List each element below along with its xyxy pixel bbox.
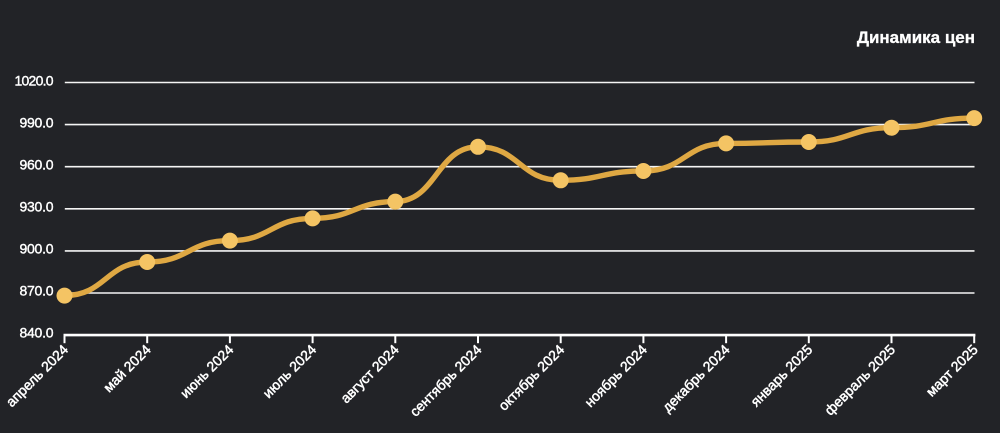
svg-text:870.0: 870.0 [20,283,54,299]
svg-text:930.0: 930.0 [20,199,54,215]
svg-text:1020.0: 1020.0 [15,73,54,89]
svg-text:960.0: 960.0 [20,157,54,173]
svg-text:840.0: 840.0 [20,324,54,340]
svg-text:900.0: 900.0 [20,241,54,257]
svg-text:990.0: 990.0 [20,115,54,131]
svg-text:Динамика цен: Динамика цен [857,28,975,47]
